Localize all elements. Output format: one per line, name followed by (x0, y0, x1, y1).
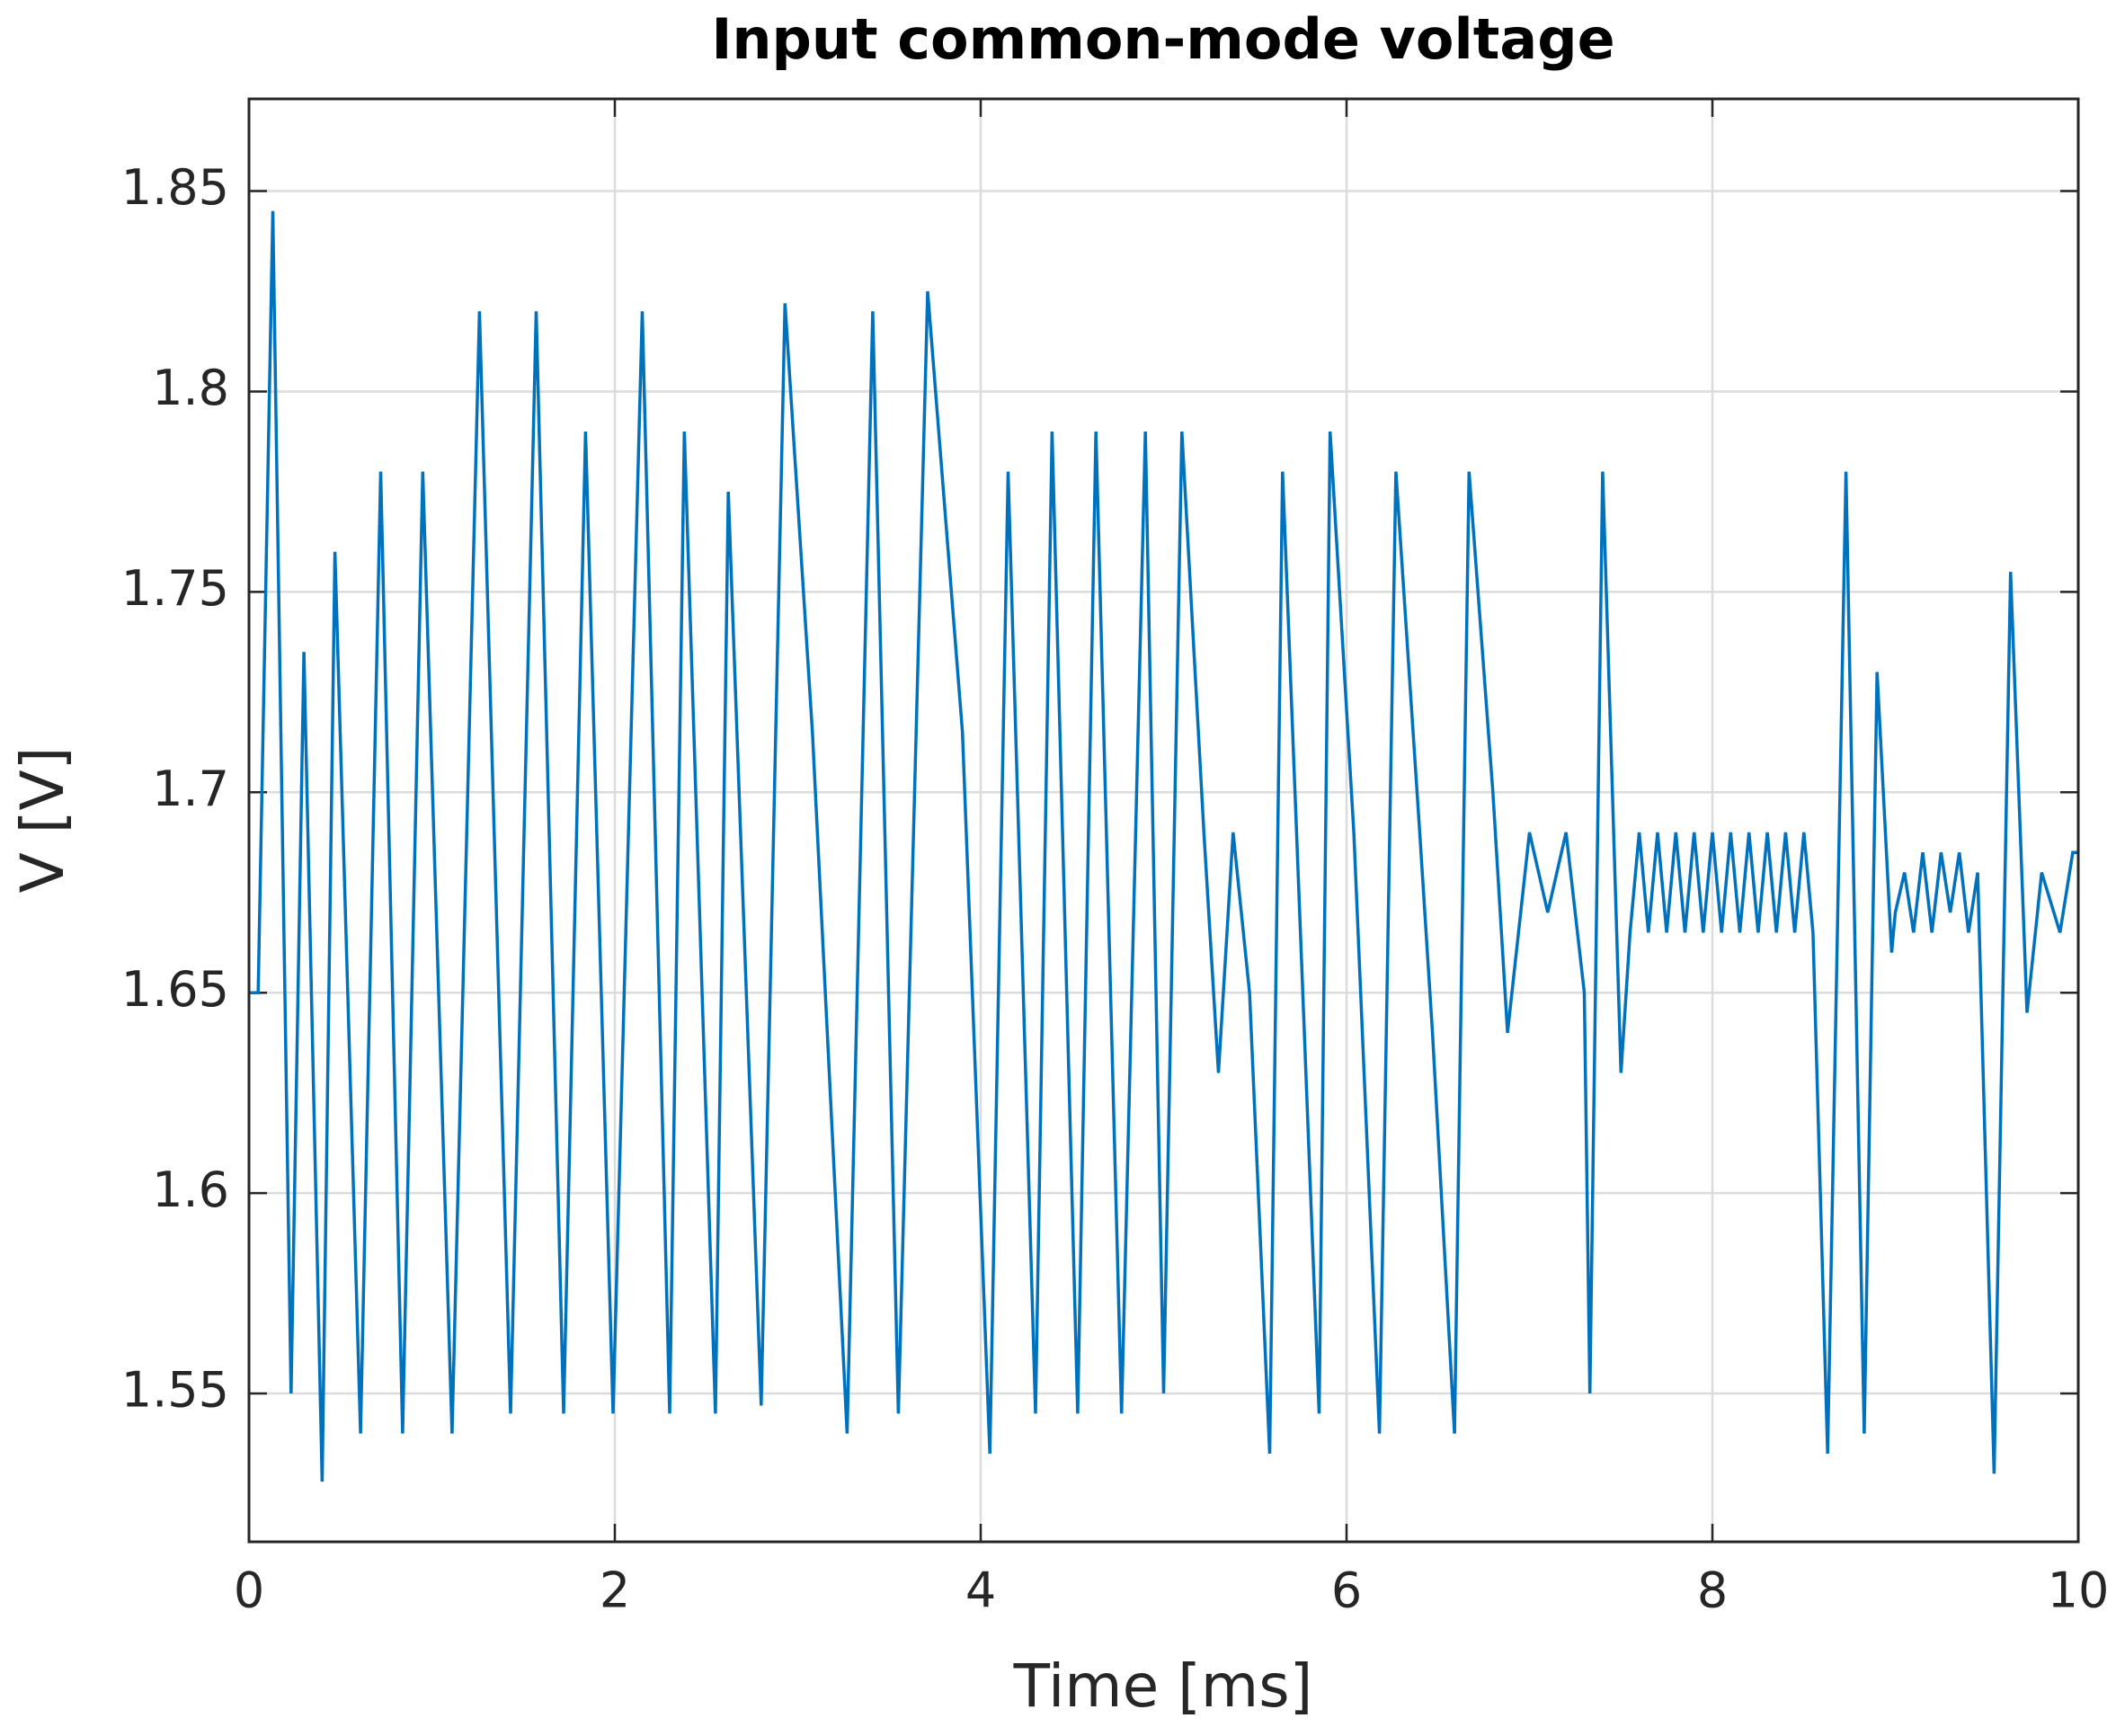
y-tick-label: 1.6 (152, 1162, 229, 1218)
plot-frame (247, 97, 2080, 1544)
y-tick-label: 1.65 (121, 961, 229, 1018)
y-tick-label: 1.75 (121, 560, 229, 617)
x-tick-label: 0 (234, 1562, 264, 1619)
x-tick-label: 6 (1331, 1562, 1362, 1619)
y-tick-label: 1.85 (121, 159, 229, 216)
x-tick-label: 8 (1697, 1562, 1728, 1619)
y-tick-label: 1.7 (152, 761, 229, 817)
y-axis-label: V [V] (8, 747, 77, 894)
x-axis-label: Time [ms] (1013, 1651, 1313, 1721)
y-tick-label: 1.8 (152, 360, 229, 416)
x-tick-label: 10 (2048, 1562, 2110, 1619)
x-tick-label: 2 (600, 1562, 630, 1619)
x-tick-label: 4 (965, 1562, 996, 1619)
chart-title: Input common-mode voltage (711, 6, 1614, 72)
y-tick-label: 1.55 (121, 1362, 229, 1419)
data-line (249, 210, 2078, 1482)
